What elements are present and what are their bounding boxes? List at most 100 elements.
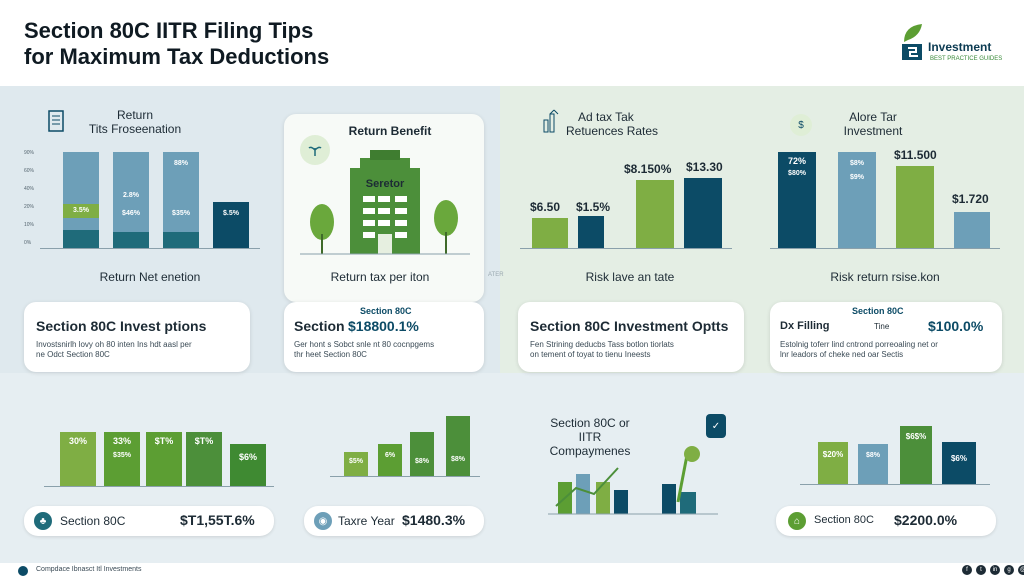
b2-pill xyxy=(304,506,484,536)
panel4-footer: Risk return rsise.kon xyxy=(830,270,940,284)
card4-left: Dx Filling xyxy=(780,320,830,332)
social-icon-1[interactable]: f xyxy=(962,565,972,575)
panel2-footer: Return tax per iton xyxy=(330,270,430,284)
p1-bar-3: 88% $35% xyxy=(163,152,199,248)
card-section-value xyxy=(284,302,484,372)
bar-label: $9% xyxy=(849,174,864,181)
b1-value: $T1,55T.6% xyxy=(180,512,255,528)
document-icon xyxy=(48,110,64,132)
panel1-heading: Return Tits Froseenation xyxy=(70,108,200,136)
p1-bar-4: $.5% xyxy=(213,202,249,248)
b2-baseline xyxy=(330,476,480,477)
panel1-y-axis: 90% 60% 40% 20% 10% 0% xyxy=(24,150,44,250)
p4-baseline xyxy=(770,248,1000,249)
panel3-heading-2: Retuences Rates xyxy=(566,124,659,138)
card2-value: $18800.1% xyxy=(348,318,419,334)
b2-bar-3: $8% xyxy=(410,432,434,476)
p3-value: $6.50 xyxy=(530,200,561,214)
social-icon-4[interactable]: g xyxy=(1004,565,1014,575)
panel1-footer: Return Net enetion xyxy=(99,270,201,284)
card4-sub: Section 80C xyxy=(852,306,904,316)
panel3-heading-1: Ad tax Tak xyxy=(578,110,634,124)
axis-tick: 0% xyxy=(24,240,32,246)
watermark-text: ATER xyxy=(488,272,504,278)
bar-label: $35% xyxy=(172,210,190,217)
b3-heading: Section 80C or IITR Compaymenes xyxy=(540,416,640,458)
card1-title: Section 80C Invest ptions xyxy=(36,318,207,334)
card2-line-1: Ger hont s Sobct snle nt 80 cocnpgems xyxy=(294,340,435,349)
b4-pill xyxy=(776,506,996,536)
panel2-heading: Return Benefit xyxy=(348,124,432,138)
axis-tick: 20% xyxy=(24,204,35,210)
card1-line-2: ne Odct Section 80C xyxy=(36,350,110,359)
card3-body: Fen Strining deducbs Tass botlon tiorlat… xyxy=(530,340,738,360)
social-icon-2[interactable]: t xyxy=(976,565,986,575)
panel3-footer: Risk lave an tate xyxy=(585,270,675,284)
card4-line-1: Estolnig toferr lind cntrond porreoaling… xyxy=(780,340,938,349)
globe-icon: ◉ xyxy=(314,512,332,530)
b1-pill xyxy=(24,506,274,536)
leaf-icon: ♣ xyxy=(34,512,52,530)
axis-tick: 10% xyxy=(24,222,35,228)
b1-bar-1: 30% xyxy=(60,432,96,486)
b2-label: Taxre Year xyxy=(338,514,395,528)
social-icon-5[interactable]: @ xyxy=(1018,565,1024,575)
social-icon-3[interactable]: in xyxy=(990,565,1000,575)
bar-label: $80% xyxy=(788,170,806,177)
card3-line-2: on tement of toyat to tienu Ineests xyxy=(530,350,651,359)
bar-label: 72% xyxy=(787,156,806,166)
card1-body: Invostsnirlh lovy oh 80 inten Ins hdt aa… xyxy=(36,340,246,360)
bar-label: 3.5% xyxy=(73,207,89,214)
card4-mid: Tine xyxy=(874,322,890,331)
b1-bar-3: $T% xyxy=(146,432,182,486)
b1-bar-5: $6% xyxy=(230,444,266,486)
bar-label: $8% xyxy=(849,160,864,167)
p3-value: $1.5% xyxy=(576,200,611,214)
p4-value: $1.720 xyxy=(952,192,989,206)
bar-label: 88% xyxy=(173,160,188,167)
card-investment-options xyxy=(24,302,250,372)
building-label: Seretor xyxy=(365,178,405,190)
bar-label: 30% xyxy=(68,436,87,446)
p3-bar-2 xyxy=(578,216,604,248)
card-investment-opts xyxy=(518,302,744,372)
plant-icon xyxy=(300,135,330,165)
b4-baseline xyxy=(800,484,990,485)
p1-bar-1-base xyxy=(63,230,99,248)
panel1-heading-2: Tits Froseenation xyxy=(88,122,182,136)
title-line-1: Section 80C IITR Filing Tips xyxy=(24,18,314,43)
p4-bar-4 xyxy=(954,212,990,248)
card4-body: Estolnig toferr lind cntrond porreoaling… xyxy=(780,340,998,360)
p4-bar-1: 72% $80% xyxy=(778,152,816,248)
shield-icon: ✓ xyxy=(706,414,726,438)
bar-label: $8% xyxy=(450,456,465,463)
b1-bar-2: 33% $35% xyxy=(104,432,140,486)
p3-value: $13.30 xyxy=(686,160,723,174)
investment-logo-icon xyxy=(902,24,922,60)
bar-label: 33% xyxy=(112,436,131,446)
bar-label: 6% xyxy=(384,452,396,459)
panel4-heading: Alore Tar Investment xyxy=(818,110,928,138)
b4-value: $2200.0% xyxy=(894,512,958,528)
footer-bar xyxy=(0,563,1024,579)
b4-bar-3: $6$% xyxy=(900,426,932,484)
bar-label: $6% xyxy=(950,454,967,463)
axis-tick: 40% xyxy=(24,186,35,192)
bar-label: $T% xyxy=(194,436,214,446)
p1-bar-2: 2.8% $46% xyxy=(113,152,149,248)
bar-label: $8% xyxy=(414,458,429,465)
title-line-2: for Maximum Tax Deductions xyxy=(24,44,330,69)
b4-bar-4: $6% xyxy=(942,442,976,484)
footer-logo-icon xyxy=(18,566,28,576)
bar-label: $6% xyxy=(238,452,257,462)
card2-section: Section xyxy=(294,318,345,334)
p1-bar-1-seg xyxy=(63,204,99,218)
chart-upload-icon xyxy=(543,109,559,133)
b2-bar-2: 6% xyxy=(378,444,402,476)
panel1-heading-1: Return xyxy=(116,108,154,122)
brand-subtitle: BEST PRACTICE GUIDES xyxy=(930,56,1003,62)
card4-line-2: lnr leadors of cheke ned oar Sectis xyxy=(780,350,904,359)
b4-label: Section 80C xyxy=(814,514,874,526)
p3-bar-4 xyxy=(684,178,722,248)
